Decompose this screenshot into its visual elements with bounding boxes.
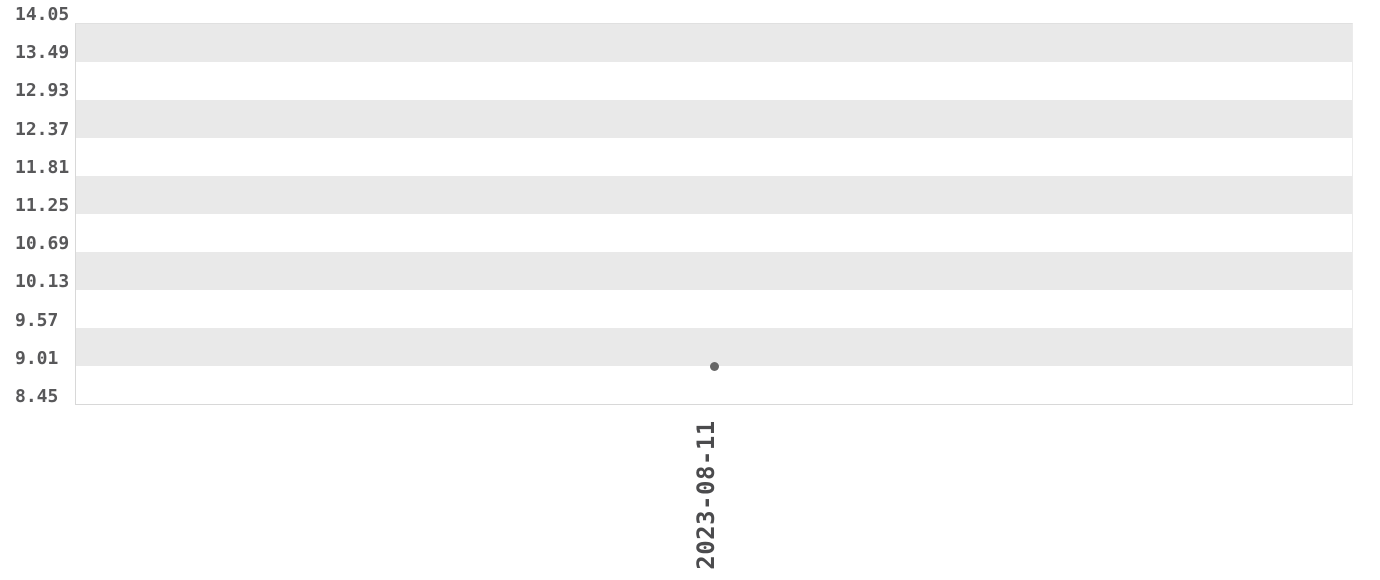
y-axis-tick-label: 9.01	[15, 347, 59, 369]
grid-stripe-band	[76, 176, 1352, 214]
y-axis-tick-label: 10.69	[15, 233, 70, 255]
x-axis-tick-label: 2023-08-11	[692, 420, 720, 570]
grid-stripe-band	[76, 100, 1352, 138]
grid-stripe-band	[76, 328, 1352, 366]
y-axis-tick-label: 14.05	[15, 4, 70, 25]
y-axis-tick-label: 11.81	[15, 156, 70, 178]
y-axis-tick-label: 13.49	[15, 42, 70, 64]
plot-area	[75, 23, 1353, 405]
y-axis-tick-label: 12.37	[15, 118, 70, 140]
data-point[interactable]	[709, 362, 719, 372]
y-axis-tick-label: 9.57	[15, 309, 59, 331]
y-axis-tick-label: 8.45	[15, 386, 59, 407]
y-axis-tick-label: 11.25	[15, 195, 70, 216]
grid-stripe-band	[76, 24, 1352, 62]
y-axis-tick-label: 10.13	[15, 271, 70, 293]
grid-stripe-band	[76, 252, 1352, 290]
y-axis-tick-label: 12.93	[15, 80, 70, 102]
